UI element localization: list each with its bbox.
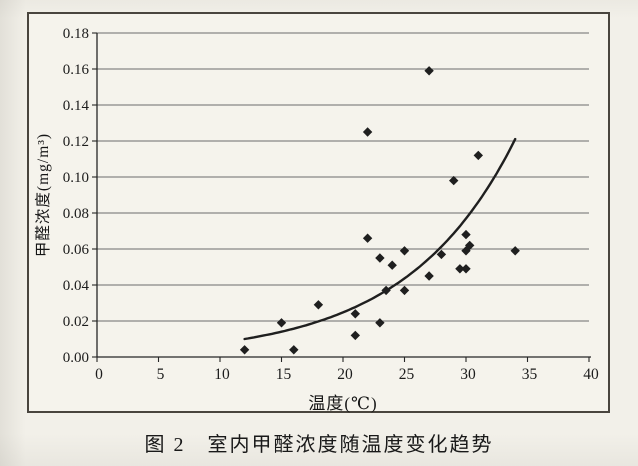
data-point [387,260,397,270]
data-point [239,345,250,355]
data-point [465,240,475,251]
data-point [375,253,385,263]
trend-curve [243,137,517,341]
data-point [375,318,385,328]
x-tick-label: 20 [337,366,353,383]
data-point [399,246,410,256]
data-point [424,271,434,281]
data-point [362,127,373,137]
y-tick-labels: 0.00 0.02 0.04 0.06 0.08 0.10 0.12 0.14 0.16 0.18 [63,26,97,366]
y-axis-title: 甲醛浓度(mg/m³) [35,132,52,258]
x-axis-title: 温度(℃) [308,394,378,413]
y-tick-label: 0.18 [63,26,89,42]
y-tick-label: 0.04 [63,278,90,294]
data-point [399,285,410,296]
x-tick-label: 10 [214,366,230,383]
x-tick-label: 35 [522,366,538,383]
data-point [313,300,324,310]
figure-frame: 0.00 0.02 0.04 0.06 0.08 0.10 0.12 0.14 0.16 0.18… [27,12,610,413]
data-point [289,345,299,355]
scatter-chart: 0.00 0.02 0.04 0.06 0.08 0.10 0.12 0.14 0.16 0.18… [63,26,599,383]
data-point [350,330,360,341]
data-point [455,264,465,274]
data-point [461,264,471,274]
data-point [381,285,391,296]
trend-curve-layer [243,137,517,341]
x-tick-label: 30 [460,366,476,383]
y-tick-label: 0.16 [63,62,90,78]
data-point [461,229,471,240]
data-point [436,249,447,260]
y-tick-label: 0.06 [63,242,90,258]
x-tick-label: 25 [399,366,415,383]
y-tick-label: 0.02 [63,314,89,330]
x-tick-label: 15 [276,366,292,383]
y-tick-label: 0.12 [63,134,89,150]
gridlines [97,32,589,322]
data-point [350,309,360,319]
data-points [239,66,520,355]
x-tick-label: 40 [583,366,599,383]
x-tick-label: 0 [95,366,103,383]
x-tick-labels: 0 5 10 15 20 25 30 35 40 [95,357,599,383]
figure-caption: 图 2 室内甲醛浓度随温度变化趋势 [144,434,494,456]
y-tick-label: 0.10 [63,170,89,186]
y-tick-label: 0.00 [63,350,89,366]
data-point [510,246,520,256]
data-point [424,66,434,76]
x-tick-label: 5 [157,366,165,383]
axes [96,33,591,358]
y-tick-label: 0.08 [63,206,89,222]
y-tick-label: 0.14 [63,98,90,114]
data-point [473,150,483,161]
data-point [276,318,287,328]
data-point [449,175,459,186]
data-point [362,233,373,243]
